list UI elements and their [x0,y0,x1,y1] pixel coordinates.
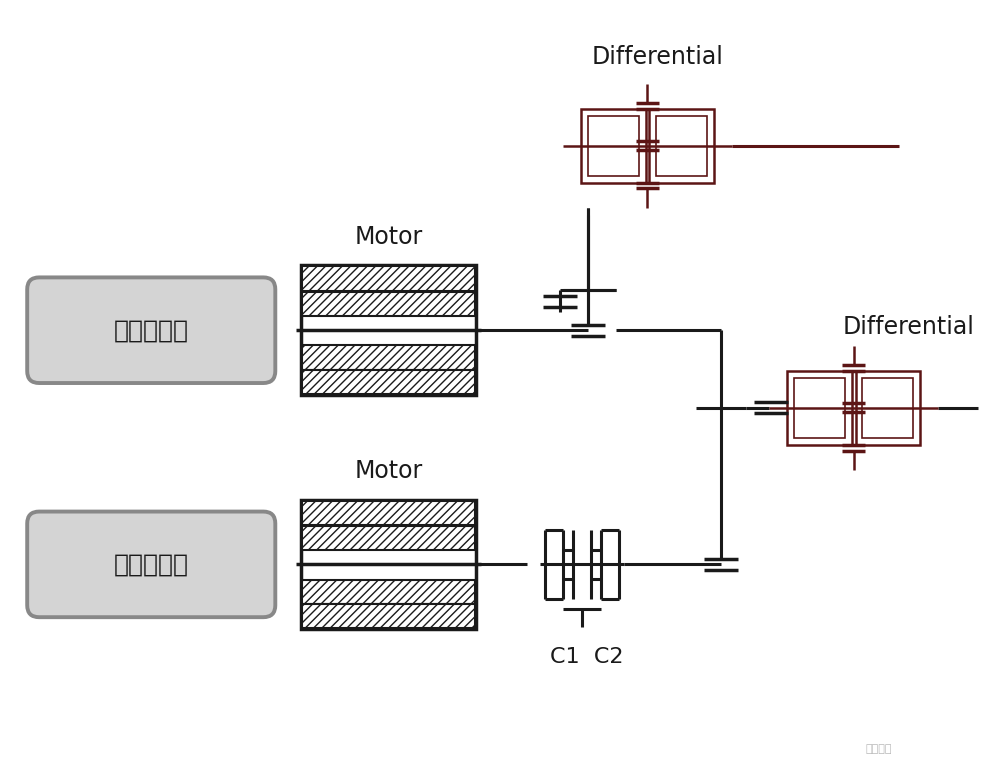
FancyBboxPatch shape [27,512,276,617]
Bar [303,370,475,394]
Text: Motor: Motor [355,225,423,249]
Text: 单电机单档: 单电机单档 [114,318,188,342]
Text: Differential: Differential [591,44,723,69]
Bar [303,346,475,370]
Text: 驱动视界: 驱动视界 [866,743,892,753]
Bar [303,292,475,316]
Bar [303,604,475,628]
Text: C1  C2: C1 C2 [550,647,623,667]
Text: 单电机两档: 单电机两档 [114,552,188,576]
Bar [656,115,707,176]
Bar [795,378,846,438]
Bar [788,371,852,445]
Bar [302,500,476,629]
Bar [649,109,713,183]
Bar [581,109,645,183]
Text: Motor: Motor [355,459,423,483]
Bar [303,526,475,550]
Bar [588,115,639,176]
Bar [303,501,475,525]
FancyBboxPatch shape [27,278,276,383]
Bar [303,580,475,604]
Bar [863,378,914,438]
Text: Differential: Differential [843,315,975,339]
Bar [856,371,920,445]
Bar [302,265,476,395]
Bar [303,267,475,291]
